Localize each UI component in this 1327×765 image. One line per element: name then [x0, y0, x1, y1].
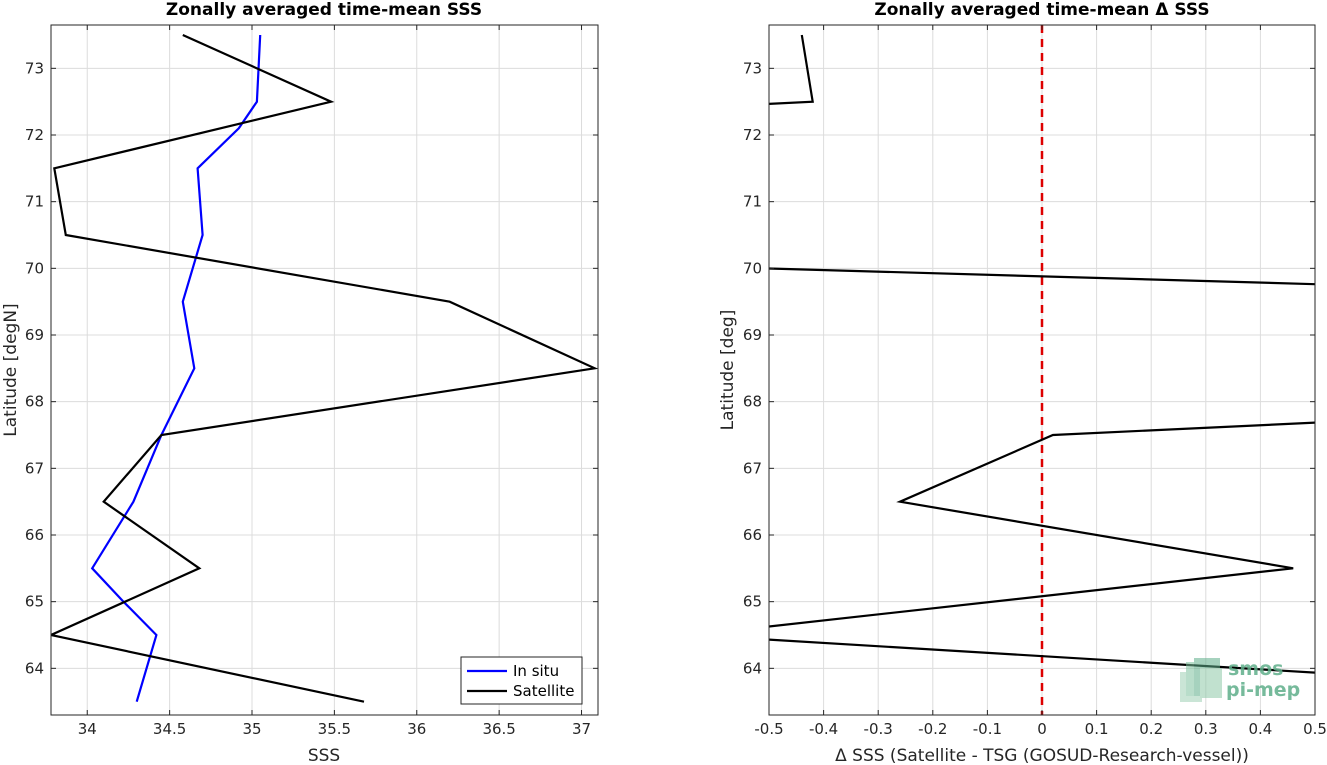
left-y-axis-label: Latitude [degN]	[1, 303, 21, 436]
left-grid	[51, 25, 598, 715]
logo-mark-icon	[1180, 658, 1222, 702]
left-x-tick-label: 36.5	[482, 720, 515, 738]
left-x-tick-label: 36	[407, 720, 426, 738]
legend-label-in-situ: In situ	[513, 662, 559, 680]
right-x-tick-label: -0.5	[754, 720, 783, 738]
right-chart-title: Zonally averaged time-mean Δ SSS	[874, 0, 1209, 20]
right-x-tick-label: -0.4	[809, 720, 838, 738]
right-y-tick-label: 66	[743, 526, 762, 544]
legend-label-satellite: Satellite	[513, 682, 574, 700]
right-ticks: -0.5 -0.4 -0.3 -0.2 -0.1 0 0.1 0.2 0.3 0.4 0.5 64 65…	[743, 25, 1327, 738]
left-x-tick-label: 37	[572, 720, 591, 738]
right-x-tick-label: 0	[1037, 720, 1047, 738]
right-y-axis-label: Latitude [deg]	[718, 310, 738, 431]
left-y-tick-label: 73	[25, 59, 44, 77]
left-x-tick-label: 35	[242, 720, 261, 738]
legend-box	[460, 656, 583, 705]
right-y-tick-label: 72	[743, 126, 762, 144]
left-series-line-satellite	[51, 33, 598, 703]
left-x-tick-label: 34	[78, 720, 97, 738]
right-x-tick-label: -0.3	[864, 720, 893, 738]
right-x-tick-label: 0.3	[1194, 720, 1218, 738]
right-y-tick-label: 65	[743, 593, 762, 611]
legend: In situ Satellite	[460, 656, 583, 705]
left-series-group	[51, 33, 598, 703]
left-y-tick-label: 69	[25, 326, 44, 344]
left-y-tick-label: 71	[25, 193, 44, 211]
right-y-tick-label: 64	[743, 659, 762, 677]
left-y-tick-label: 70	[25, 259, 44, 277]
right-series-line-series-0	[769, 34, 1315, 674]
left-x-axis-label: SSS	[308, 746, 340, 765]
logo-text-pi-mep: pi-mep	[1226, 679, 1300, 701]
right-x-tick-label: 0.5	[1303, 720, 1327, 738]
right-y-tick-label: 71	[743, 193, 762, 211]
right-y-tick-label: 73	[743, 59, 762, 77]
left-chart-panel: Zonally averaged time-mean SSS 34 34.5 35 3…	[1, 0, 599, 765]
right-x-tick-label: 0.1	[1085, 720, 1109, 738]
left-y-tick-label: 64	[25, 659, 44, 677]
left-y-tick-label: 68	[25, 393, 44, 411]
left-y-tick-label: 67	[25, 459, 44, 477]
right-x-tick-label: -0.2	[918, 720, 947, 738]
right-x-tick-label: -0.1	[973, 720, 1002, 738]
right-x-axis-label: Δ SSS (Satellite - TSG (GOSUD-Research-v…	[835, 746, 1249, 765]
right-x-tick-label: 0.2	[1139, 720, 1163, 738]
right-y-tick-label: 67	[743, 459, 762, 477]
smos-pi-mep-logo: smos pi-mep	[1180, 658, 1300, 702]
left-x-tick-label: 35.5	[318, 720, 351, 738]
left-x-tick-label: 34.5	[153, 720, 186, 738]
right-series-group	[769, 25, 1315, 715]
right-y-tick-label: 69	[743, 326, 762, 344]
left-chart-title: Zonally averaged time-mean SSS	[166, 0, 482, 20]
left-y-tick-label: 72	[25, 126, 44, 144]
left-y-tick-label: 66	[25, 526, 44, 544]
left-ticks: 34 34.5 35 35.5 36 36.5 37 64 65 66 67 68 69 70 71 72 73	[25, 25, 598, 738]
right-y-tick-label: 70	[743, 259, 762, 277]
logo-text-smos: smos	[1228, 658, 1283, 680]
right-y-tick-label: 68	[743, 393, 762, 411]
left-y-tick-label: 65	[25, 593, 44, 611]
right-x-tick-label: 0.4	[1248, 720, 1272, 738]
left-axes-frame	[50, 24, 599, 716]
